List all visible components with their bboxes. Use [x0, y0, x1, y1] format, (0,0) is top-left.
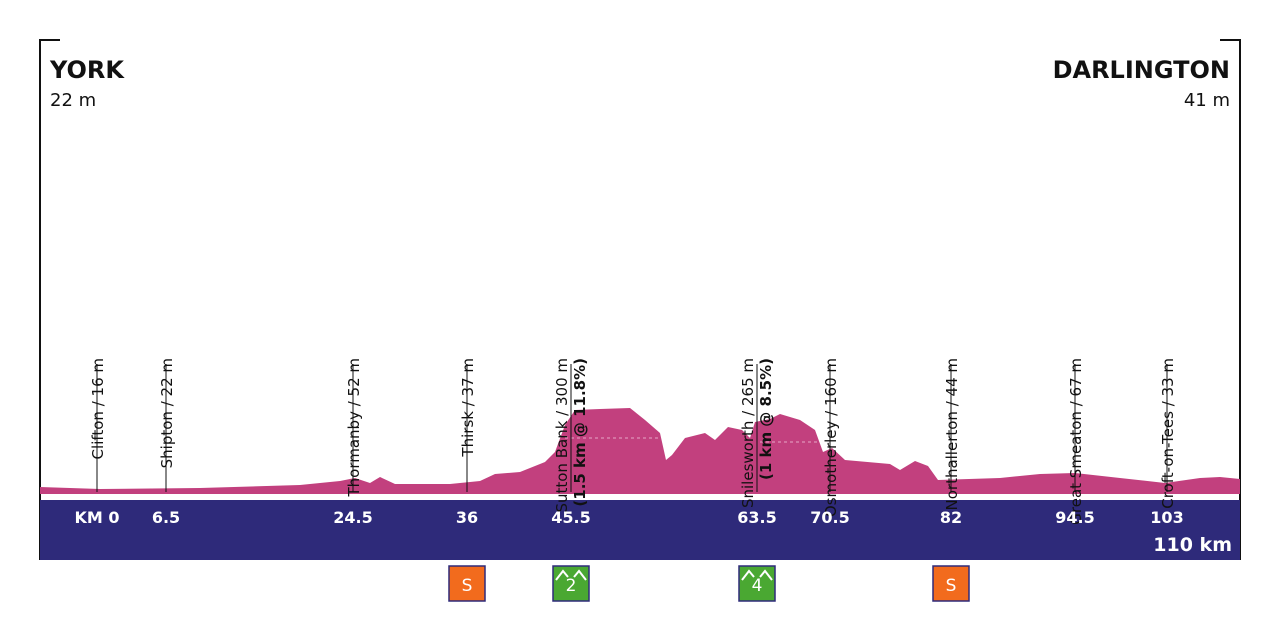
finish-elevation: 41 m: [1184, 90, 1230, 111]
waypoint-label: Osmotherley / 160 m: [822, 358, 840, 517]
waypoint-note: (1.5 km @ 11.8%): [571, 358, 589, 507]
marker-box: [448, 565, 486, 602]
km-label: 103: [1150, 508, 1183, 527]
start-name: YORK: [49, 56, 125, 84]
finish-name: DARLINGTON: [1053, 56, 1230, 84]
km-label: 63.5: [737, 508, 776, 527]
waypoint-label: Clifton / 16 m: [89, 358, 107, 459]
marker-box: [552, 565, 590, 602]
start-elevation: 22 m: [50, 90, 96, 111]
marker-label: S: [946, 576, 957, 596]
waypoint-note: (1 km @ 8.5%): [757, 358, 775, 480]
frame-right: [1220, 39, 1241, 560]
climb-icon: [555, 569, 587, 581]
km-label: 45.5: [551, 508, 590, 527]
marker-box: [932, 565, 970, 602]
km-label: KM 0: [74, 508, 119, 527]
marker-box: [738, 565, 776, 602]
waypoint-label: Shipton / 22 m: [158, 358, 176, 468]
frame-left: [39, 39, 60, 560]
markers: S 2 4 S: [448, 565, 970, 602]
marker-label: 2: [566, 576, 577, 596]
total-distance: 110 km: [1153, 534, 1232, 556]
waypoint-label: Great Smeaton / 67 m: [1067, 358, 1085, 525]
waypoints: Clifton / 16 m KM 0 Shipton / 22 m 6.5 Thorm…: [74, 358, 1183, 527]
marker-label: 4: [752, 576, 763, 596]
waypoint-label: Croft-on-Tees / 33 m: [1159, 358, 1177, 509]
km-label: 82: [940, 508, 962, 527]
waypoint-label: Thirsk / 37 m: [459, 358, 477, 458]
km-band: [40, 500, 1240, 560]
km-label: 70.5: [810, 508, 849, 527]
elevation-profile: [40, 408, 1240, 494]
km-label: 94.5: [1055, 508, 1094, 527]
marker-label: S: [462, 576, 473, 596]
km-label: 24.5: [333, 508, 372, 527]
climb-icon: [741, 569, 773, 581]
waypoint-label: Snilesworth / 265 m: [739, 358, 757, 508]
waypoint-label: Sutton Bank / 300 m: [553, 358, 571, 513]
km-label: 6.5: [152, 508, 180, 527]
km-label: 36: [456, 508, 478, 527]
waypoint-label: Northallerton / 44 m: [943, 358, 961, 511]
waypoint-label: Thormanby / 52 m: [345, 358, 363, 498]
